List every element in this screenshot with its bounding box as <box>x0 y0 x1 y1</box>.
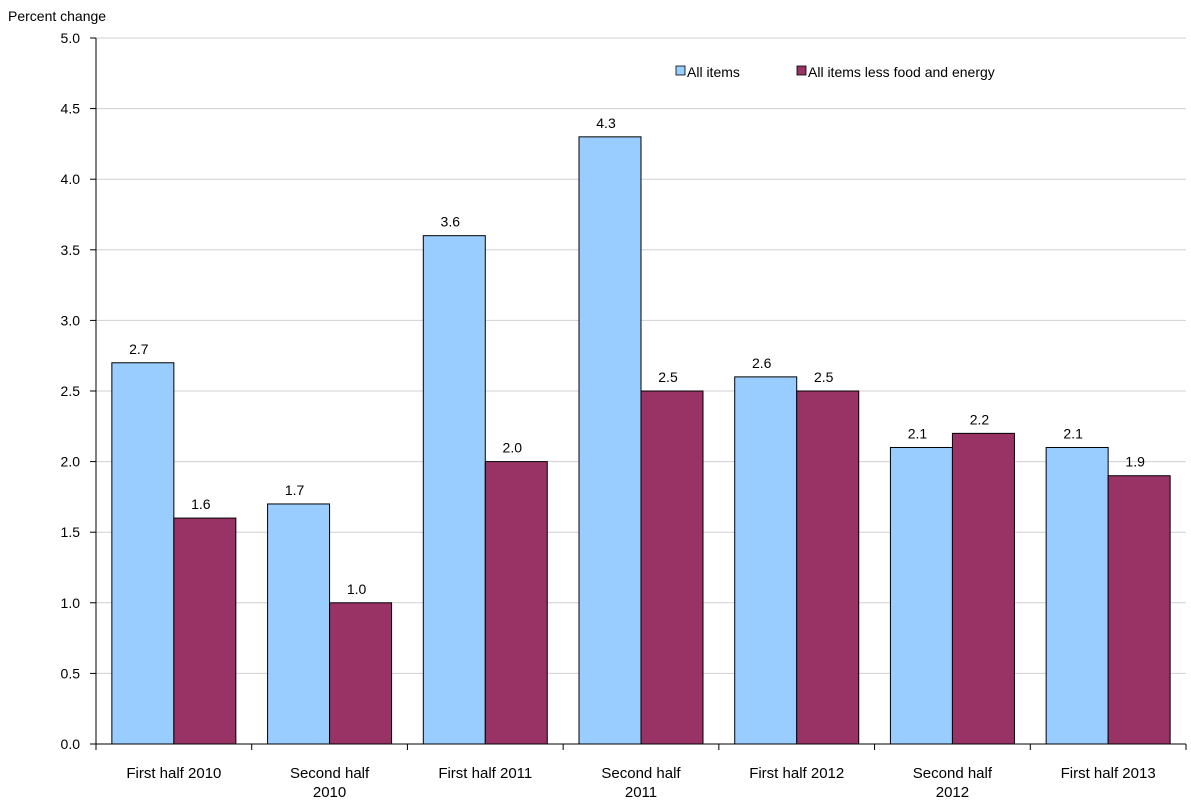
legend-swatch-core <box>796 65 807 76</box>
legend-swatch-all-items <box>675 65 686 76</box>
x-tick-label: Second half <box>290 765 370 782</box>
bar-core-3 <box>640 390 704 745</box>
data-label: 2.6 <box>752 355 772 371</box>
axes <box>90 37 1187 750</box>
y-tick-label: 0.5 <box>61 665 81 681</box>
data-label: 2.5 <box>658 369 678 385</box>
data-labels: 2.7 1.6 1.7 1.0 3.6 2.0 4.3 2.5 2.6 2.5 2.1 2.2 2.1 1… <box>129 115 1145 597</box>
legend: All items All items less food and energy <box>666 55 1080 91</box>
data-label: 1.7 <box>285 482 305 498</box>
x-tick-label: First half 2010 <box>126 765 221 782</box>
data-label: 2.1 <box>908 425 928 441</box>
y-tick-label: 3.5 <box>61 242 81 258</box>
data-label: 1.0 <box>347 581 367 597</box>
x-tick-label: Second half <box>913 765 993 782</box>
legend-label: All items <box>687 64 740 80</box>
bar-all-items-6 <box>1045 446 1109 745</box>
y-tick-label: 0.0 <box>61 736 81 752</box>
y-axis-ticks: 0.0 0.5 1.0 1.5 2.0 2.5 3.0 3.5 4.0 4.5 5.0 <box>61 30 81 752</box>
data-label: 2.0 <box>503 440 523 456</box>
bar-core-0 <box>173 517 237 745</box>
x-tick-label: First half 2011 <box>438 765 532 782</box>
legend-background <box>666 55 1080 91</box>
legend-label: All items less food and energy <box>808 64 995 80</box>
y-tick-label: 1.5 <box>61 524 81 540</box>
data-label: 2.5 <box>814 369 834 385</box>
y-axis-title: Percent change <box>8 8 107 24</box>
bar-core-5 <box>951 432 1015 745</box>
bar-all-items-1 <box>267 503 331 745</box>
data-label: 3.6 <box>441 214 461 230</box>
bar-core-1 <box>329 602 393 745</box>
x-tick-label: Second half <box>601 765 681 782</box>
bar-all-items-3 <box>578 136 642 745</box>
x-axis-ticks: First half 2010 Second half 2010 First half… <box>126 765 1155 801</box>
y-tick-label: 4.0 <box>61 171 81 187</box>
y-tick-label: 2.5 <box>61 383 81 399</box>
y-tick-label: 4.5 <box>61 101 81 117</box>
x-tick-label: 2011 <box>625 784 657 801</box>
y-tick-label: 5.0 <box>61 30 81 46</box>
bar-core-4 <box>796 390 860 745</box>
data-label: 2.2 <box>970 411 990 427</box>
bar-all-items-4 <box>734 376 798 745</box>
x-tick-label: 2010 <box>313 784 346 801</box>
y-tick-label: 1.0 <box>61 595 81 611</box>
data-label: 1.6 <box>191 496 211 512</box>
bar-all-items-2 <box>422 235 486 745</box>
bar-all-items-0 <box>111 362 175 745</box>
data-label: 1.9 <box>1125 454 1145 470</box>
y-tick-label: 2.0 <box>61 454 81 470</box>
bar-core-6 <box>1107 475 1171 745</box>
bars <box>111 136 1171 745</box>
x-tick-label: 2012 <box>936 784 969 801</box>
data-label: 2.1 <box>1063 425 1083 441</box>
bar-all-items-5 <box>889 446 953 745</box>
x-tick-label: First half 2013 <box>1061 765 1156 782</box>
data-label: 2.7 <box>129 341 149 357</box>
x-tick-label: First half 2012 <box>749 765 844 782</box>
data-label: 4.3 <box>596 115 616 131</box>
bar-core-2 <box>484 461 548 745</box>
y-tick-label: 3.0 <box>61 312 81 328</box>
